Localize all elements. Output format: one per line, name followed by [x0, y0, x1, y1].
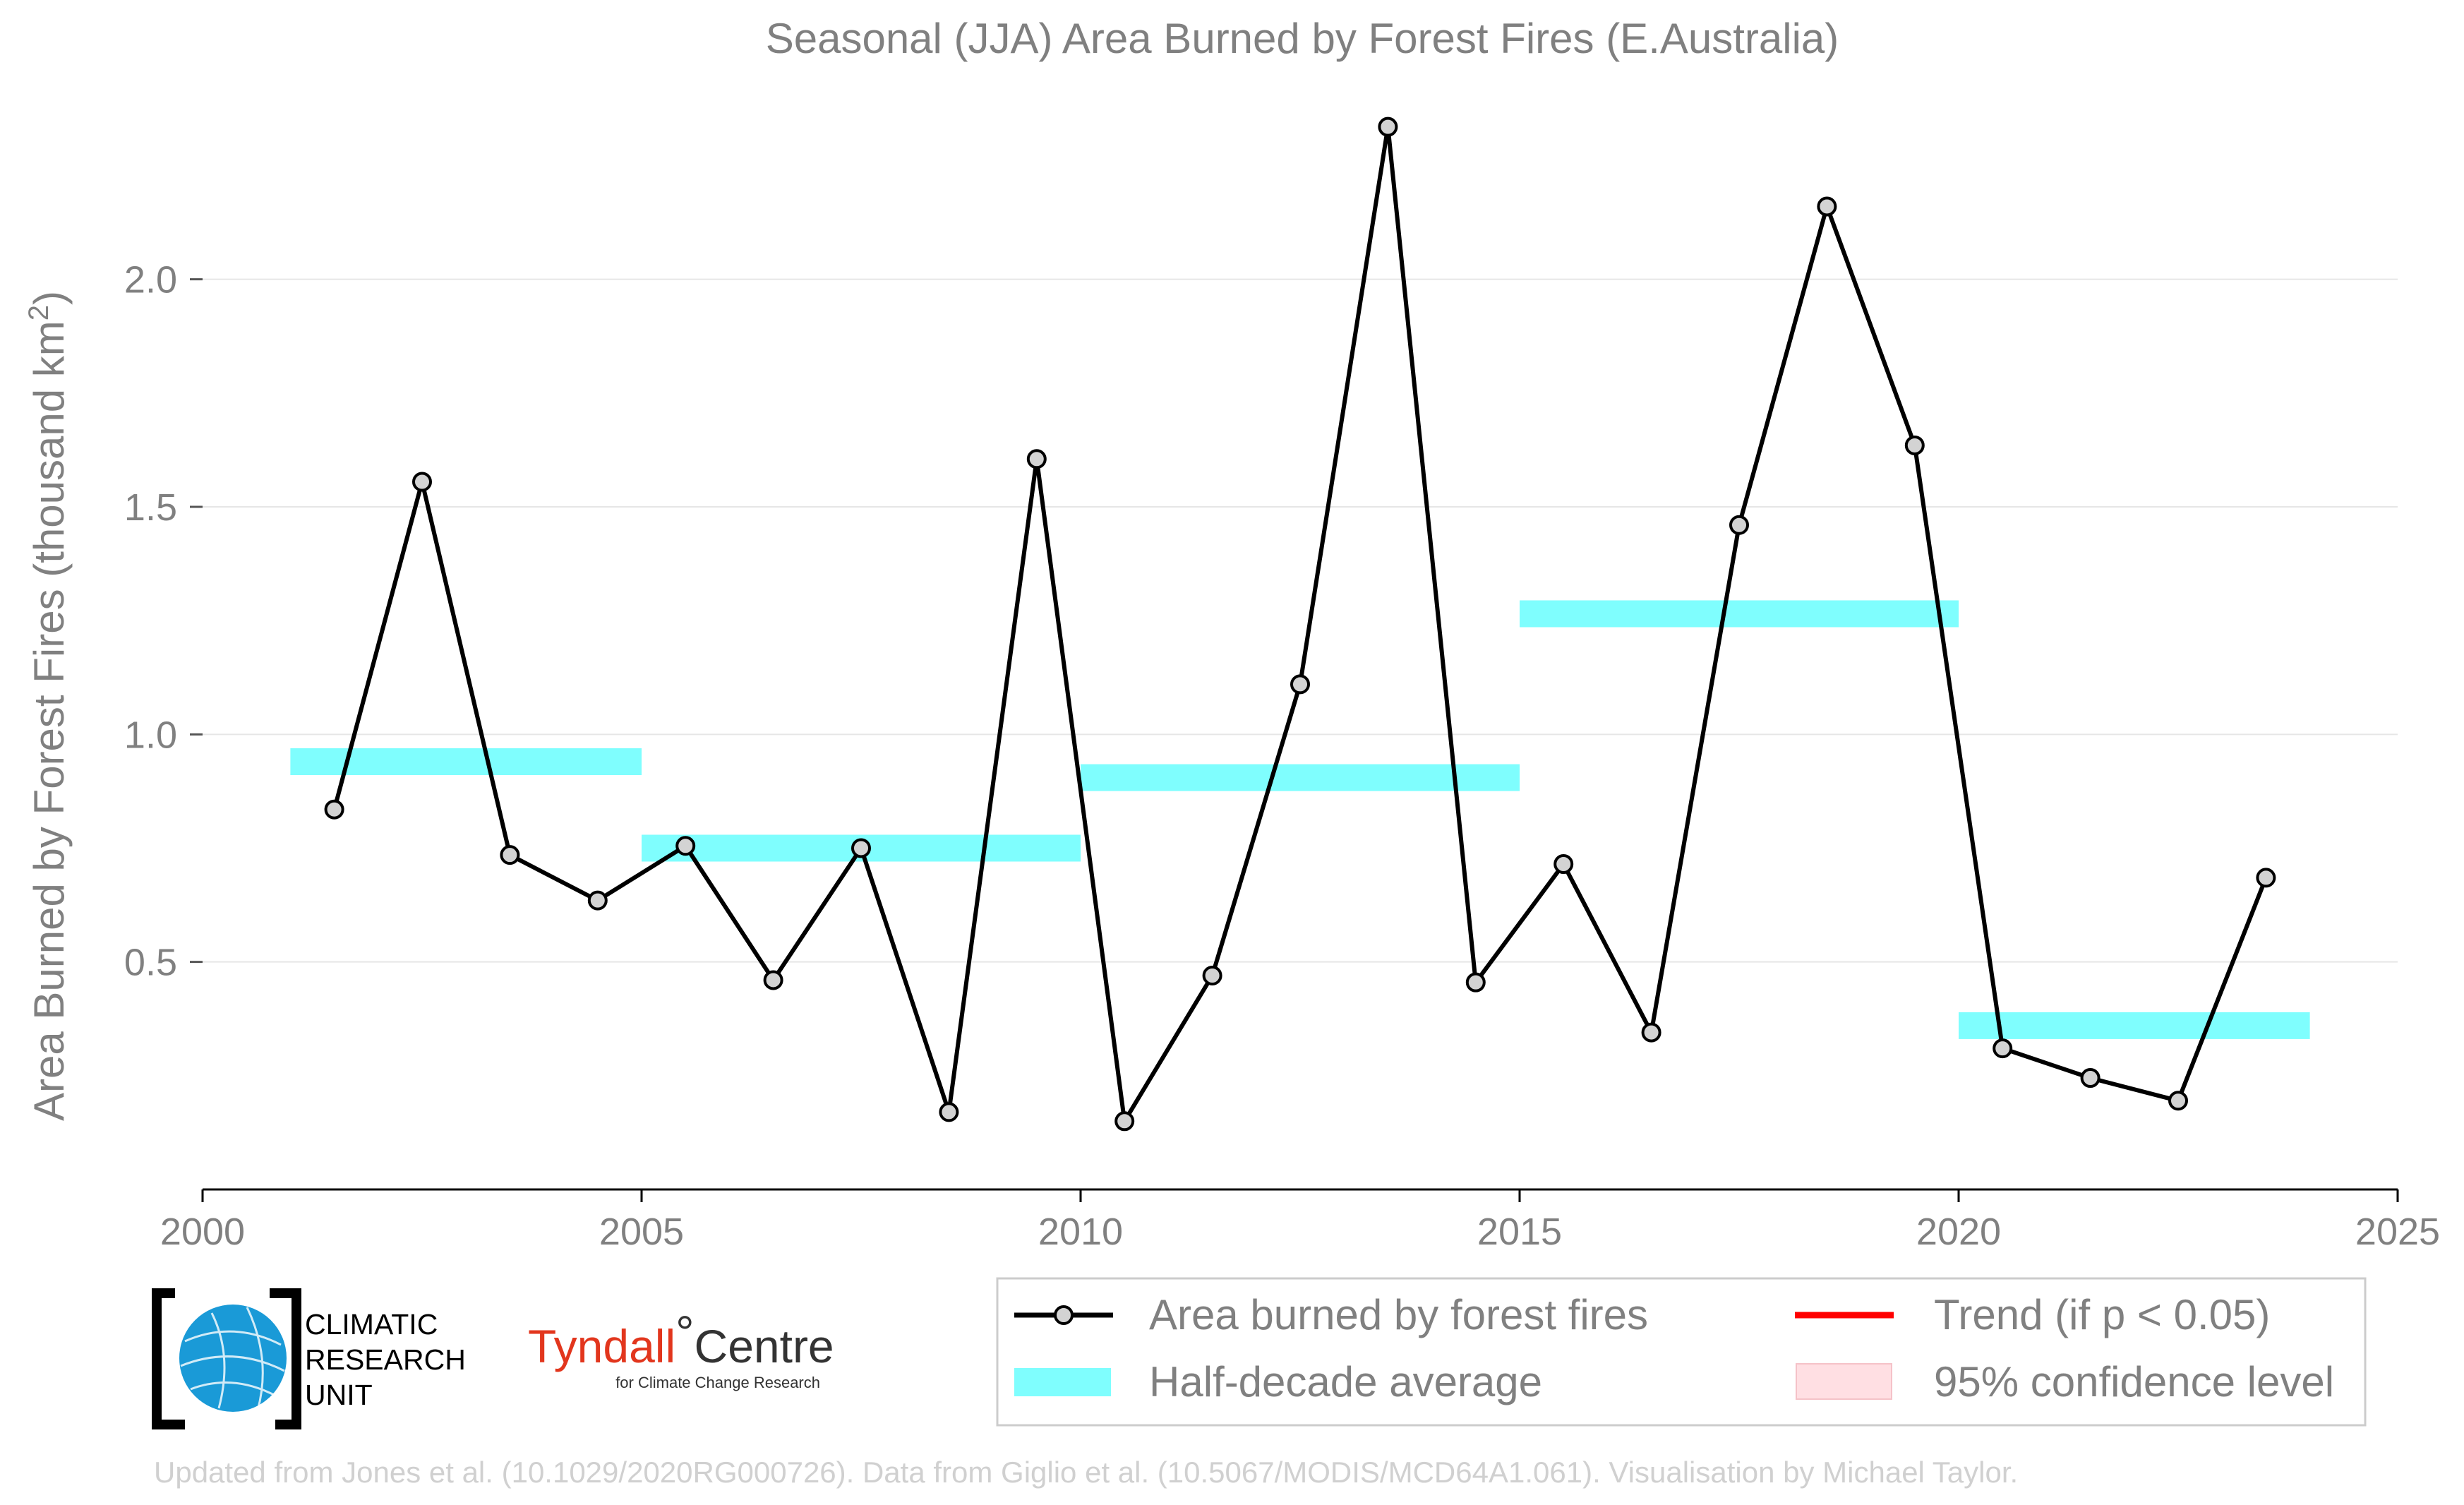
data-point-9	[1114, 1111, 1135, 1132]
legend-band-swatch	[1014, 1368, 1111, 1396]
data-point-17	[1817, 196, 1837, 217]
data-point-20	[2080, 1068, 2101, 1089]
data-point-5	[763, 970, 783, 990]
tyndall-logo-subtitle: for Climate Change Research	[615, 1374, 820, 1391]
y-axis-label-superscript: 2	[23, 305, 54, 320]
y-tick-label-0: 0.5	[124, 942, 177, 984]
data-point-8	[1026, 449, 1047, 469]
legend-label-trend: Trend (if p < 0.05)	[1934, 1291, 2270, 1338]
legend: Area burned by forest fires Trend (if p …	[996, 1277, 2367, 1427]
y-tick-label-1: 1.0	[124, 714, 177, 756]
footer-credits: Updated from Jones et al. (10.1029/2020R…	[154, 1456, 2018, 1489]
cru-logo-line-2: RESEARCH	[305, 1343, 466, 1376]
data-point-2	[500, 845, 520, 865]
tyndall-logo-name: Tyndall°Centre	[528, 1306, 834, 1372]
half-decade-average-bands	[290, 600, 2310, 1039]
legend-marker-swatch	[1054, 1305, 1074, 1325]
legend-frame	[996, 1277, 2367, 1427]
x-axis: 2000 2005 2010 2015 2020 2025	[160, 1188, 2440, 1253]
legend-item-area-burned: Area burned by forest fires	[1014, 1291, 1648, 1338]
legend-item-half-decade: Half-decade average	[1014, 1358, 1542, 1405]
cru-logo-frame	[152, 1288, 301, 1429]
y-axis: 0.5 1.0 1.5 2.0	[124, 259, 203, 984]
data-point-22	[2256, 868, 2276, 888]
data-point-14	[1553, 854, 1574, 875]
tyndall-logo-name-red: Tyndall	[528, 1320, 675, 1372]
half-decade-band-3	[1520, 600, 1959, 628]
chart-title: Seasonal (JJA) Area Burned by Forest Fir…	[766, 15, 1839, 62]
data-point-12	[1378, 116, 1398, 137]
area-burned-series	[324, 116, 2276, 1132]
data-point-16	[1729, 515, 1749, 535]
half-decade-band-4	[1959, 1012, 2310, 1039]
data-point-1	[412, 472, 432, 492]
cru-logo-line-3: UNIT	[305, 1379, 373, 1411]
y-tick-label-3: 2.0	[124, 259, 177, 301]
data-point-7	[939, 1102, 959, 1122]
legend-confidence-swatch	[1796, 1363, 1892, 1400]
x-tick-label-3: 2015	[1477, 1211, 1562, 1253]
series-line	[332, 124, 2268, 1124]
data-point-10	[1202, 966, 1222, 985]
cru-logo-line-1: CLIMATIC	[305, 1308, 438, 1341]
x-tick-label-2: 2010	[1038, 1211, 1123, 1253]
data-point-4	[675, 836, 696, 856]
y-axis-label-main: Area Burned by Forest Fires (thousand km	[25, 320, 73, 1121]
data-point-0	[324, 799, 344, 820]
data-point-19	[1993, 1038, 2013, 1059]
data-point-3	[587, 890, 608, 911]
y-axis-label-close: )	[25, 291, 73, 305]
data-point-13	[1465, 972, 1486, 993]
tyndall-logo-name-dark: Centre	[695, 1320, 834, 1372]
legend-item-confidence: 95% confidence level	[1796, 1358, 2334, 1405]
legend-label-confidence: 95% confidence level	[1934, 1358, 2334, 1405]
data-point-6	[851, 838, 871, 858]
legend-label-area-burned: Area burned by forest fires	[1149, 1291, 1648, 1338]
half-decade-band-2	[1081, 764, 1520, 791]
tyndall-logo: Tyndall°Centre for Climate Change Resear…	[528, 1306, 834, 1391]
globe-icon	[179, 1305, 287, 1412]
data-point-18	[1904, 435, 1925, 455]
legend-label-half-decade: Half-decade average	[1149, 1358, 1542, 1405]
gridlines	[203, 278, 2398, 963]
data-point-15	[1641, 1022, 1661, 1043]
tyndall-logo-degree: °	[675, 1306, 694, 1358]
data-point-21	[2168, 1091, 2188, 1111]
y-tick-label-2: 1.5	[124, 486, 177, 529]
x-tick-label-0: 2000	[160, 1211, 245, 1253]
x-tick-label-4: 2020	[1916, 1211, 2001, 1253]
cru-logo: CLIMATIC RESEARCH UNIT	[152, 1288, 466, 1429]
data-point-11	[1290, 674, 1310, 695]
x-tick-label-1: 2005	[599, 1211, 684, 1253]
x-tick-label-5: 2025	[2355, 1211, 2440, 1253]
legend-item-trend: Trend (if p < 0.05)	[1795, 1291, 2270, 1338]
y-axis-label: Area Burned by Forest Fires (thousand km…	[23, 291, 73, 1121]
